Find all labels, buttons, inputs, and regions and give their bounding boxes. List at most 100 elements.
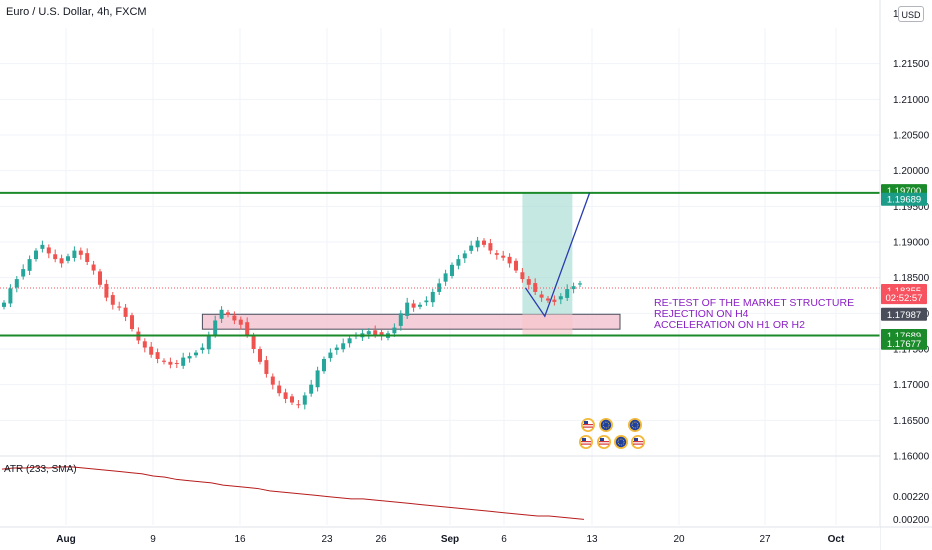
zones	[201, 192, 621, 336]
us-stripe-icon	[583, 426, 593, 428]
candle-body	[418, 304, 422, 307]
candle-body	[258, 349, 262, 362]
us-stripe-icon	[581, 443, 591, 445]
candle-body	[322, 358, 326, 372]
time-tick-label: Aug	[56, 534, 75, 545]
candle-body	[398, 313, 403, 326]
time-tick-label: 13	[586, 534, 598, 545]
candle-body	[27, 259, 32, 271]
candle-body	[533, 283, 538, 292]
price-tick-label: 1.21500	[893, 59, 930, 70]
candle-body	[142, 341, 147, 348]
demand-zone	[202, 314, 620, 330]
eu-flag-icon	[600, 419, 612, 431]
candle-body	[270, 376, 275, 385]
us-stripe-icon	[633, 443, 643, 445]
chart-title: Euro / U.S. Dollar, 4h, FXCM	[6, 6, 147, 18]
price-tick-label: 1.20500	[893, 131, 930, 142]
candle-body	[392, 327, 397, 334]
candle-body	[424, 300, 429, 303]
demand-zone-border	[201, 313, 621, 330]
candle-body	[475, 240, 480, 248]
candle-body	[162, 360, 166, 362]
candle-body	[373, 330, 378, 335]
candle-body	[514, 260, 518, 271]
candle-body	[110, 295, 115, 305]
price-tick-label: 1.19000	[893, 238, 930, 249]
candle-body	[578, 283, 582, 285]
candle-body	[21, 269, 26, 277]
candle-body	[264, 360, 269, 374]
candle-body	[462, 253, 467, 259]
time-tick-label: 6	[501, 534, 507, 545]
candle-body	[72, 250, 77, 258]
candle-body	[117, 306, 122, 308]
event-icon[interactable]	[581, 418, 595, 432]
candle-body	[168, 361, 173, 365]
event-icon[interactable]	[579, 435, 593, 449]
candle-body	[59, 258, 64, 264]
price-axis[interactable]: 1.21500 1.21000 1.20500 1.20000 1.19500 1.190…	[879, 0, 932, 550]
candle-body	[40, 244, 45, 249]
price-tick-label: 1.16500	[893, 416, 930, 427]
event-icon[interactable]	[597, 435, 611, 449]
candle-body	[552, 299, 557, 302]
atr-tick-label: 0.00220	[893, 492, 930, 503]
candle-body	[546, 298, 550, 301]
annotation-line: ACCELERATION ON H1 OR H2	[654, 319, 805, 331]
candle-body	[238, 319, 243, 325]
candle-body	[437, 283, 442, 292]
time-tick-label: 16	[234, 534, 246, 545]
event-icon[interactable]	[628, 418, 642, 432]
annotations: RE-TEST OF THE MARKET STRUCTUREREJECTION…	[654, 297, 854, 331]
price-tag-label: 1.17689	[887, 331, 921, 342]
projection	[525, 192, 591, 318]
eu-stars-icon	[617, 438, 625, 446]
price-tag-label: 1.17677	[887, 339, 921, 350]
candle-body	[526, 279, 531, 285]
event-icon[interactable]	[599, 418, 613, 432]
price-tag-label: 1.19689	[887, 195, 921, 206]
time-tick-label: Oct	[828, 534, 845, 545]
event-icon[interactable]	[614, 435, 628, 449]
candle-body	[91, 264, 96, 271]
candle-body	[456, 259, 461, 266]
atr-line	[1, 466, 585, 520]
candle-body	[443, 273, 448, 282]
candle-body	[283, 392, 288, 399]
time-axis[interactable]: Aug 9 16 23 26 Sep 6 13 20 27 Oct	[0, 526, 932, 550]
event-icon[interactable]	[631, 435, 645, 449]
candle-body	[130, 315, 134, 330]
target-zone	[522, 192, 573, 315]
candle-body	[341, 343, 346, 350]
candle-body	[181, 357, 186, 366]
us-stripe-icon	[599, 443, 609, 445]
price-tick-label: 1.20000	[893, 166, 930, 177]
candle-body	[85, 253, 90, 262]
candle-body	[14, 279, 19, 288]
candle-body	[405, 302, 410, 316]
candle-body	[98, 271, 102, 285]
us-stripe-icon	[583, 424, 593, 426]
candle-body	[379, 332, 384, 337]
eu-stars-icon	[631, 421, 639, 429]
candle-body	[501, 255, 506, 258]
price-tick-label: 1.19500	[893, 202, 930, 213]
candle-body	[53, 254, 58, 260]
eu-flag-icon	[629, 419, 641, 431]
candle-body	[187, 356, 192, 359]
candle-body	[494, 253, 499, 255]
price-tag	[881, 192, 927, 206]
economic-events[interactable]	[579, 418, 645, 449]
candle-body	[411, 303, 416, 308]
candle-body	[78, 250, 83, 255]
us-canton-icon	[600, 438, 604, 441]
candle-body	[507, 256, 512, 264]
price-tag	[881, 291, 927, 305]
candle-body	[2, 302, 6, 307]
candle-body	[194, 352, 198, 356]
price-axis-bg	[880, 0, 932, 550]
candle-body	[482, 240, 486, 245]
currency-button[interactable]: USD	[898, 6, 924, 22]
